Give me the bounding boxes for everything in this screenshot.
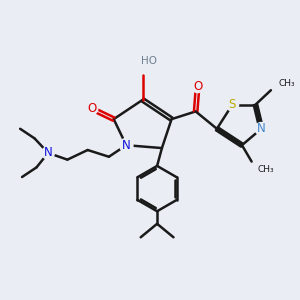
Text: N: N bbox=[257, 122, 266, 135]
Text: CH₃: CH₃ bbox=[279, 79, 295, 88]
Text: O: O bbox=[193, 80, 202, 93]
Circle shape bbox=[141, 52, 158, 70]
Text: CH₃: CH₃ bbox=[257, 165, 274, 174]
Text: O: O bbox=[87, 102, 96, 115]
Text: N: N bbox=[44, 146, 52, 159]
Circle shape bbox=[226, 98, 238, 111]
Circle shape bbox=[42, 147, 54, 159]
Circle shape bbox=[85, 102, 98, 115]
Text: N: N bbox=[122, 139, 130, 152]
Circle shape bbox=[191, 80, 204, 93]
Text: HO: HO bbox=[141, 56, 158, 66]
Text: S: S bbox=[229, 98, 236, 111]
Circle shape bbox=[255, 122, 268, 135]
Circle shape bbox=[119, 138, 133, 152]
